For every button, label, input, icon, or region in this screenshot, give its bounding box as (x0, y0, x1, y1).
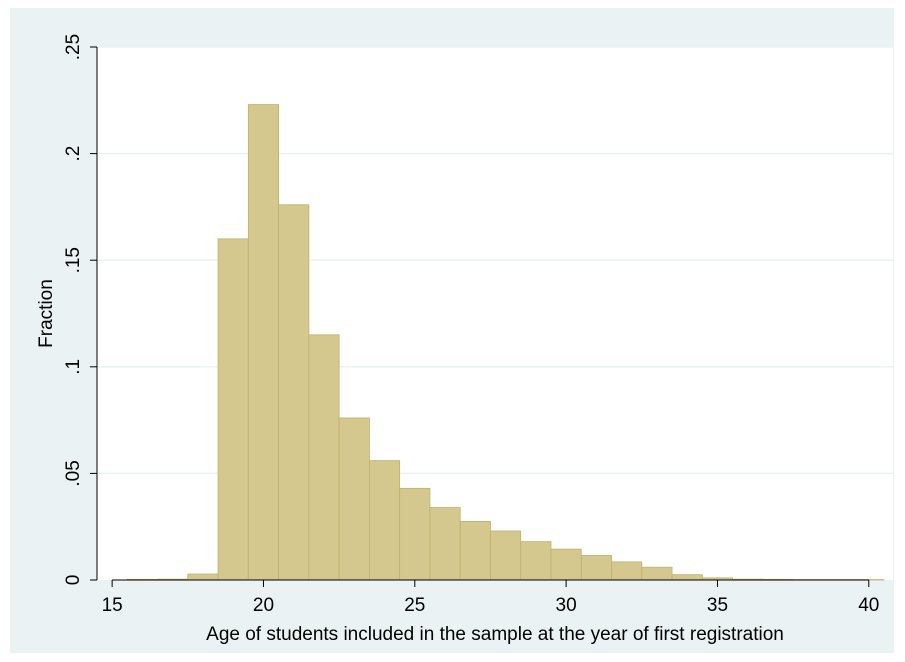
histogram-bar (641, 566, 673, 581)
histogram-bar (217, 238, 249, 581)
histogram-bar (399, 487, 431, 581)
y-tick-label: .1 (63, 359, 84, 375)
histogram-bar (490, 530, 522, 581)
histogram-bar (308, 334, 340, 581)
histogram-bar (247, 104, 279, 581)
y-tick-label: .2 (63, 146, 84, 162)
axes (90, 46, 870, 587)
y-tick-label: .15 (63, 247, 84, 273)
x-axis-title: Age of students included in the sample a… (206, 624, 784, 645)
plot-area (97, 47, 893, 580)
x-tick-label: 25 (404, 595, 425, 616)
histogram-bar (671, 574, 703, 581)
x-tick-label: 20 (253, 595, 274, 616)
histogram-bar (580, 555, 612, 581)
y-tick-label: 0 (63, 575, 84, 586)
x-tick-label: 15 (102, 595, 123, 616)
histogram-bar (278, 204, 310, 581)
x-tick-label: 35 (707, 595, 728, 616)
histogram-bar (611, 561, 643, 581)
y-axis-title: Fraction (36, 279, 57, 348)
histogram-bar (550, 548, 582, 581)
x-tick-label: 40 (858, 595, 879, 616)
x-tick-label: 30 (556, 595, 577, 616)
bars (126, 104, 885, 581)
y-tick-label: .05 (63, 460, 84, 486)
histogram-bar (429, 507, 461, 581)
tick-labels: 0 .05 .1 .15 .2 .25 15 20 25 30 35 40 (63, 34, 879, 616)
histogram-bar (459, 520, 491, 581)
histogram-bar (338, 417, 370, 581)
histogram-bar (187, 573, 219, 581)
histogram-bar (368, 460, 401, 581)
y-tick-label: .25 (63, 34, 84, 60)
histogram-bar (520, 541, 552, 581)
